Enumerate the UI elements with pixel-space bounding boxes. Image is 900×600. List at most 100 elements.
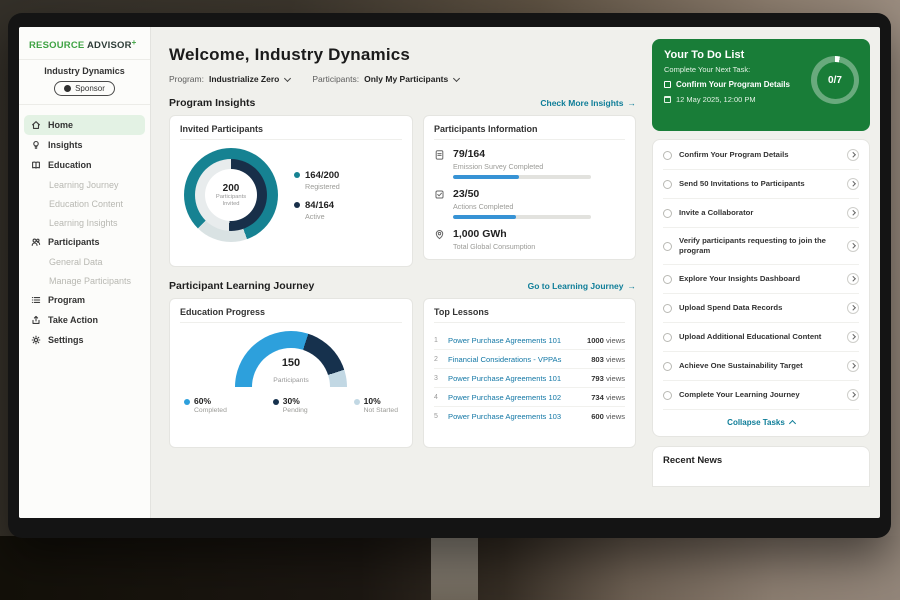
lesson-row: 4 Power Purchase Agreements 102 734 view… (434, 388, 625, 407)
gauge-value: 150 (281, 357, 301, 369)
task-open-button[interactable] (847, 389, 859, 401)
sponsor-badge[interactable]: Sponsor (54, 81, 115, 96)
participants-filter-label: Participants: (312, 74, 360, 84)
collapse-tasks-button[interactable]: Collapse Tasks (663, 410, 859, 435)
lesson-link[interactable]: Power Purchase Agreements 101 (448, 373, 562, 383)
card-title: Participants Information (434, 124, 625, 140)
task-checkbox[interactable] (663, 179, 672, 189)
lesson-rank: 4 (434, 393, 438, 401)
dashboard-window: RESOURCE ADVISOR+ Industry Dynamics Spon… (19, 27, 880, 518)
users-icon (31, 238, 41, 246)
donut-legend: 164/200 Registered 84/164 Active (294, 161, 340, 230)
lesson-link[interactable]: Financial Considerations - VPPAs (448, 354, 562, 364)
sidebar-item-insights[interactable]: Insights (19, 135, 150, 155)
task-row[interactable]: Complete Your Learning Journey (663, 381, 859, 410)
info-label: Actions Completed (453, 202, 514, 211)
participants-filter[interactable]: Participants: Only My Participants (312, 74, 461, 84)
program-filter-value: Industrialize Zero (208, 74, 280, 84)
go-to-learning-journey-link[interactable]: Go to Learning Journey → (528, 281, 636, 291)
due-date: 12 May 2025, 12:00 PM (664, 95, 800, 104)
sidebar-item-label: Education (48, 160, 92, 170)
task-row[interactable]: Upload Additional Educational Content (663, 323, 859, 352)
task-checkbox[interactable] (663, 361, 672, 371)
sidebar-item-home[interactable]: Home (24, 115, 145, 135)
sidebar-item-education[interactable]: Education (19, 155, 150, 175)
task-open-button[interactable] (847, 178, 859, 190)
task-row[interactable]: Achieve One Sustainability Target (663, 352, 859, 381)
sidebar-item-settings[interactable]: Settings (19, 330, 150, 350)
task-row[interactable]: Confirm Your Program Details (663, 141, 859, 170)
sidebar-item-learning-insights[interactable]: Learning Insights (19, 213, 150, 232)
check-more-insights-link[interactable]: Check More Insights → (540, 98, 636, 108)
program-filter[interactable]: Program: Industrialize Zero (169, 74, 292, 84)
lesson-views: 793 views (591, 373, 625, 383)
logo-text-primary: RESOURCE (29, 40, 85, 51)
lesson-views: 1000 views (586, 335, 625, 345)
sponsor-icon (64, 85, 72, 92)
legend-dot (353, 398, 360, 405)
task-label: Send 50 Invitations to Participants (679, 179, 805, 188)
task-label: Complete Your Learning Journey (679, 390, 800, 399)
sidebar-item-education-content[interactable]: Education Content (19, 194, 150, 213)
learning-cards-row: Education Progress 150 Participants (169, 298, 636, 448)
check-square-icon (435, 190, 444, 199)
sidebar-item-label: Manage Participants (49, 275, 132, 286)
chevron-up-icon (788, 419, 796, 428)
actions-progress-bar (453, 215, 591, 219)
task-open-button[interactable] (847, 302, 859, 314)
task-row[interactable]: Upload Spend Data Records (663, 294, 859, 323)
gauge-center: 150 Participants (235, 357, 347, 387)
lesson-rank: 5 (434, 412, 438, 420)
sidebar-item-participants[interactable]: Participants (19, 232, 150, 252)
task-row[interactable]: Explore Your Insights Dashboard (663, 265, 859, 294)
lesson-link[interactable]: Power Purchase Agreements 103 (448, 411, 562, 421)
sidebar-item-learning-journey[interactable]: Learning Journey (19, 175, 150, 194)
sidebar-item-label: Learning Journey (49, 179, 119, 190)
task-row[interactable]: Verify participants requesting to join t… (663, 228, 859, 265)
task-checkbox[interactable] (663, 332, 672, 342)
logo-text-secondary: ADVISOR (86, 40, 132, 51)
task-open-button[interactable] (847, 240, 859, 252)
task-open-button[interactable] (847, 331, 859, 343)
legend-value: 30% (282, 396, 300, 406)
lesson-row: 2 Financial Considerations - VPPAs 803 v… (434, 350, 625, 369)
task-open-button[interactable] (847, 207, 859, 219)
legend-dot (184, 398, 190, 405)
lesson-rank: 1 (434, 336, 438, 344)
task-checkbox[interactable] (663, 208, 672, 218)
chevron-right-icon (850, 243, 855, 249)
sidebar-item-manage-participants[interactable]: Manage Participants (19, 271, 150, 290)
task-checkbox[interactable] (663, 303, 672, 313)
card-title: Education Progress (180, 307, 402, 323)
task-row[interactable]: Invite a Collaborator (663, 199, 859, 228)
lesson-rank: 3 (434, 374, 438, 382)
next-task[interactable]: Confirm Your Program Details (664, 80, 800, 89)
task-label: Explore Your Insights Dashboard (679, 274, 801, 283)
due-date-label: 12 May 2025, 12:00 PM (676, 95, 756, 104)
participants-filter-value: Only My Participants (364, 74, 449, 84)
task-open-button[interactable] (847, 360, 859, 372)
checkbox-icon[interactable] (664, 81, 671, 88)
task-open-button[interactable] (847, 273, 859, 285)
task-checkbox[interactable] (663, 390, 672, 400)
task-checkbox[interactable] (663, 241, 672, 251)
sidebar-item-program[interactable]: Program (19, 290, 150, 310)
lesson-link[interactable]: Power Purchase Agreements 102 (448, 392, 562, 402)
task-row[interactable]: Send 50 Invitations to Participants (663, 170, 859, 199)
lesson-row: 1 Power Purchase Agreements 101 1000 vie… (434, 331, 625, 350)
monitor-stand (431, 536, 478, 600)
legend-value: 10% (363, 396, 381, 406)
task-open-button[interactable] (847, 149, 859, 161)
todo-progress-value: 0/7 (816, 61, 854, 99)
lesson-row: 5 Power Purchase Agreements 103 600 view… (434, 407, 625, 425)
filter-bar: Program: Industrialize Zero Participants… (169, 74, 636, 84)
sidebar-item-take-action[interactable]: Take Action (19, 310, 150, 330)
info-label: Total Global Consumption (453, 242, 536, 251)
legend-label: Completed (194, 407, 227, 414)
chevron-right-icon (850, 392, 855, 398)
sidebar-item-label: Take Action (48, 315, 99, 325)
task-checkbox[interactable] (663, 150, 672, 160)
sidebar-item-general-data[interactable]: General Data (19, 252, 150, 271)
lesson-link[interactable]: Power Purchase Agreements 101 (448, 335, 562, 345)
task-checkbox[interactable] (663, 274, 672, 284)
